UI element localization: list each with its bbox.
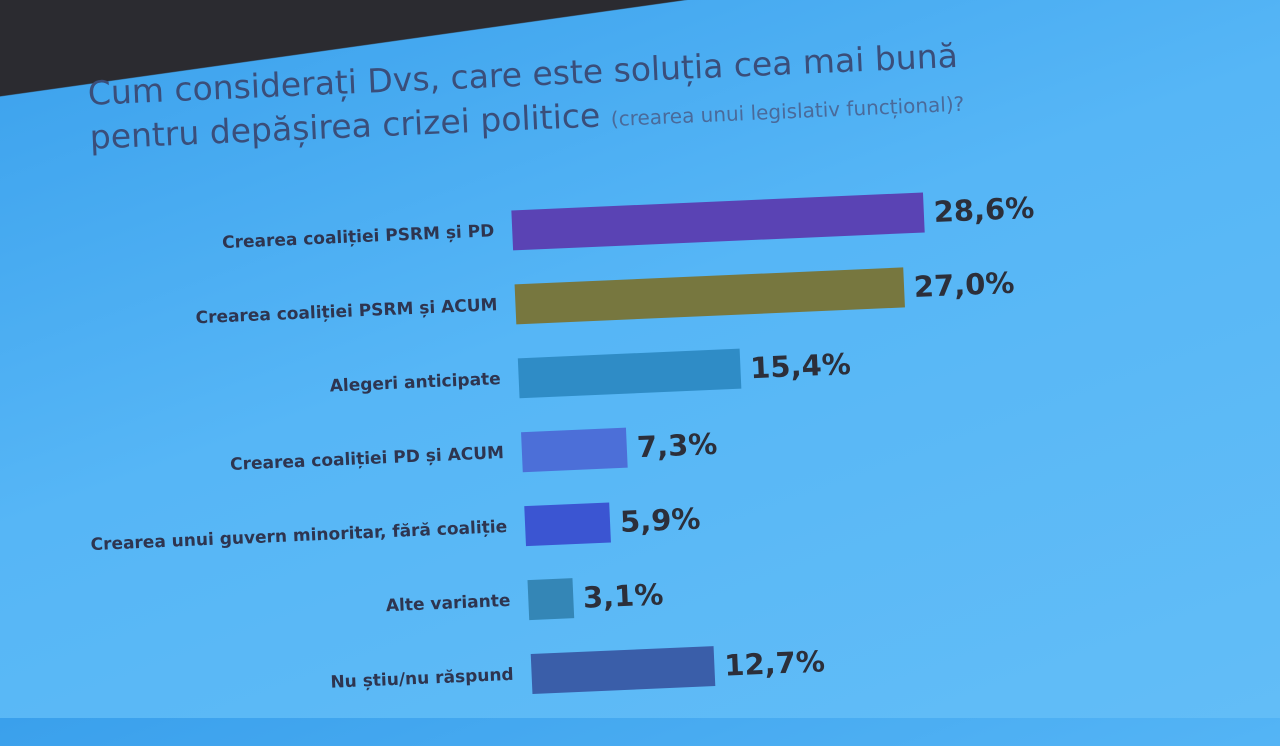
bar-row: Crearea unui guvern minoritar, fără coal… (86, 494, 701, 571)
bar (517, 348, 742, 399)
chart-subtitle: (crearea unui legislativ funcțional)? (610, 91, 965, 132)
value-label: 15,4% (749, 346, 852, 386)
title-block: Cum considerați Dvs, care este soluția c… (87, 29, 1070, 164)
bar-row: Crearea coaliției PSRM și PD 28,6% (74, 183, 1036, 275)
value-label: 27,0% (913, 265, 1016, 304)
page: Cum considerați Dvs, care este soluția c… (0, 0, 1280, 718)
value-label: 28,6% (932, 190, 1035, 230)
value-label: 3,1% (582, 577, 665, 615)
value-label: 5,9% (619, 501, 702, 540)
category-label: Crearea coaliției PSRM și ACUM (195, 295, 498, 329)
bar-row: Alte variante 3,1% (90, 569, 665, 644)
bar-row: Nu știu/nu răspund 12,7% (93, 636, 826, 718)
bar-row: Alegeri anticipate 15,4% (80, 339, 852, 423)
bar (524, 502, 611, 547)
bar (511, 192, 925, 251)
bar (521, 427, 628, 473)
value-label: 12,7% (723, 644, 826, 683)
bar (527, 578, 574, 621)
bar-row: Crearea coaliției PSRM și ACUM 27,0% (77, 258, 1016, 349)
category-label: Crearea unui guvern minoritar, fără coal… (90, 516, 508, 556)
bar (530, 646, 716, 695)
value-label: 7,3% (636, 426, 719, 465)
category-label: Alegeri anticipate (329, 369, 502, 397)
category-label: Nu știu/nu răspund (330, 664, 515, 693)
chart-title: Cum considerați Dvs, care este soluția c… (86, 35, 959, 157)
bar (514, 267, 905, 325)
category-label: Crearea coaliției PSRM și PD (221, 221, 495, 254)
category-label: Alte variante (385, 590, 511, 617)
category-label: Crearea coaliției PD și ACUM (229, 443, 505, 475)
bar-row: Crearea coaliției PD și ACUM 7,3% (83, 419, 718, 497)
